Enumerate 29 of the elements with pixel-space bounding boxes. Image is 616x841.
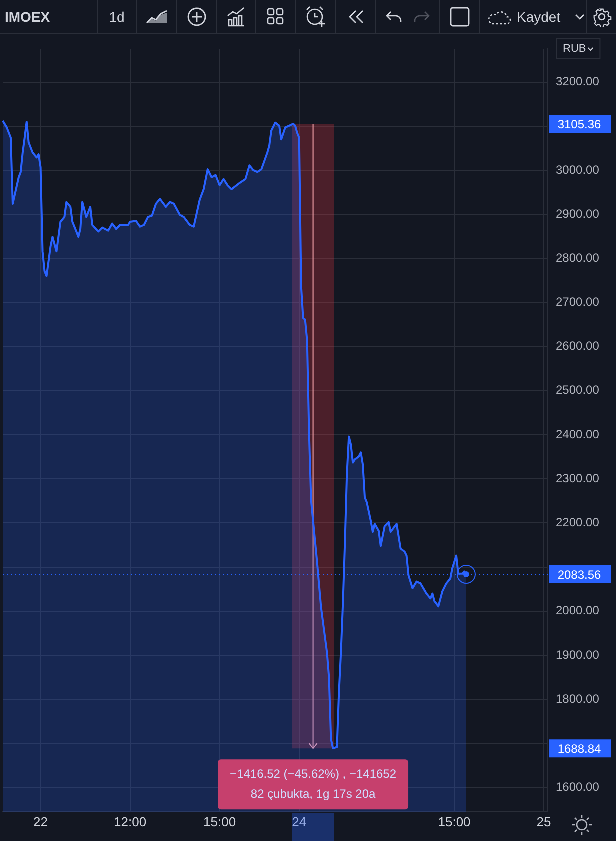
annotation: −1416.52 (−45.62%) , −141652 — [230, 766, 397, 781]
text: 3105.36 — [558, 117, 602, 132]
y-tick-label: 1800.00 — [556, 692, 600, 706]
ref-line-label: 2083.56 — [558, 568, 602, 582]
y-axis-title: RUB — [563, 43, 586, 56]
chart-title: IMOEX — [0, 0, 98, 34]
x-tick-label: 25 — [536, 814, 552, 830]
x-tick-label: 24 — [292, 814, 307, 830]
y-tick-label: 2700.00 — [556, 295, 600, 310]
x-tick-label: 15:00 — [438, 814, 471, 830]
chart-subtitle: 1d — [98, 0, 137, 34]
text: 1688.84 — [558, 742, 602, 756]
y-tick-label: 2600.00 — [556, 339, 600, 354]
y-tick-label: 3000.00 — [556, 162, 600, 177]
y-tick-label: 2400.00 — [556, 427, 600, 442]
x-tick-label: 12:00 — [114, 814, 147, 830]
y-tick-label: 2300.00 — [556, 471, 600, 486]
y-tick-label: 2000.00 — [556, 604, 600, 618]
y-tick-label: 2200.00 — [556, 516, 600, 530]
x-tick-label: 15:00 — [204, 814, 236, 830]
annotation: 82 çubukta, 1g 17s 20a — [250, 786, 376, 801]
y-tick-label: 2900.00 — [556, 206, 600, 221]
y-tick-label: 2800.00 — [556, 250, 600, 265]
y-tick-label: 1900.00 — [556, 648, 600, 662]
y-tick-label: 3200.00 — [556, 74, 600, 89]
y-tick-label: 1600.00 — [556, 780, 600, 794]
y-tick-label: 2500.00 — [556, 383, 600, 398]
x-tick-label: 22 — [34, 814, 48, 830]
text: Kaydet — [517, 8, 561, 24]
